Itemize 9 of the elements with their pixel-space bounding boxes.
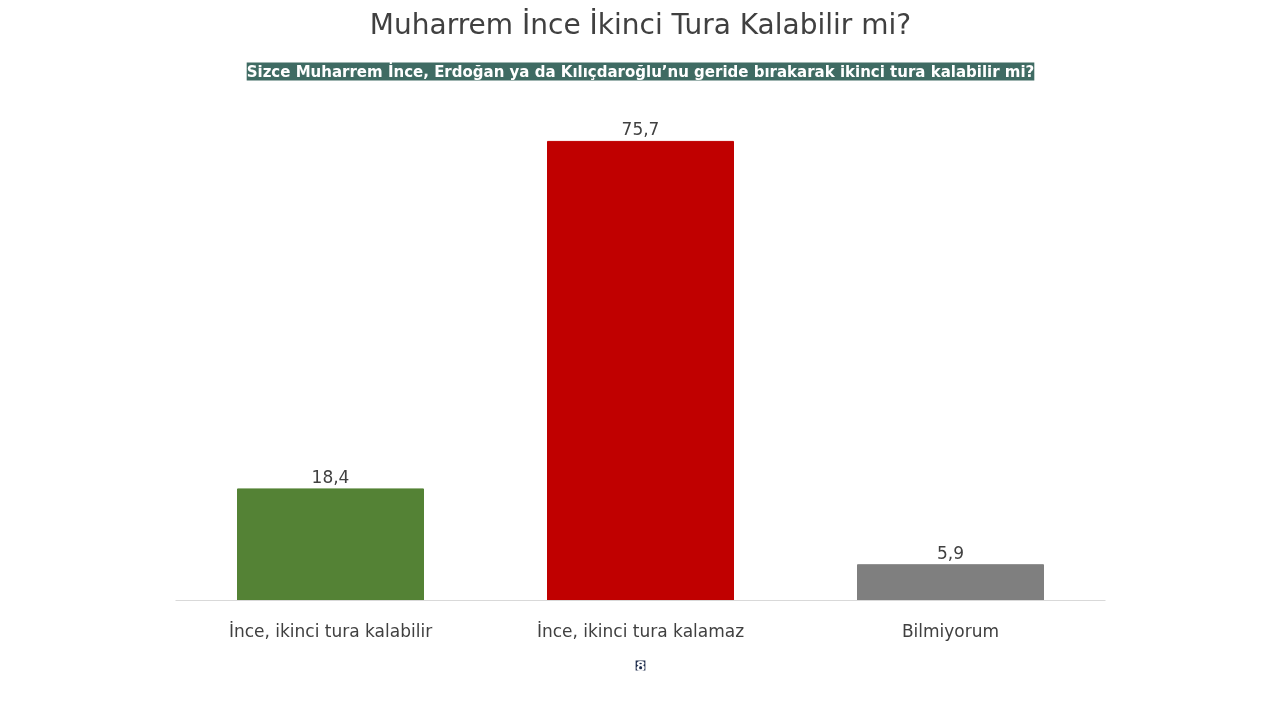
chart-subtitle: Sizce Muharrem İnce, Erdoğan ya da Kılıçdaroğlu’nu geride bırakarak ikinci tura kalabilir mi? [246,61,1035,81]
data-label: 18,4 [311,466,350,487]
data-label: 75,7 [621,119,660,140]
x-tick-label: Bilmiyorum [901,620,1000,641]
chart-title: Muharrem İnce İkinci Tura Kalabilir mi? [369,7,912,41]
data-label: 5,9 [936,542,965,563]
x-tick-label: İnce, ikinci tura kalabilir [228,620,433,641]
text: 8 [635,657,646,674]
x-tick-label: İnce, ikinci tura kalamaz [536,620,745,641]
